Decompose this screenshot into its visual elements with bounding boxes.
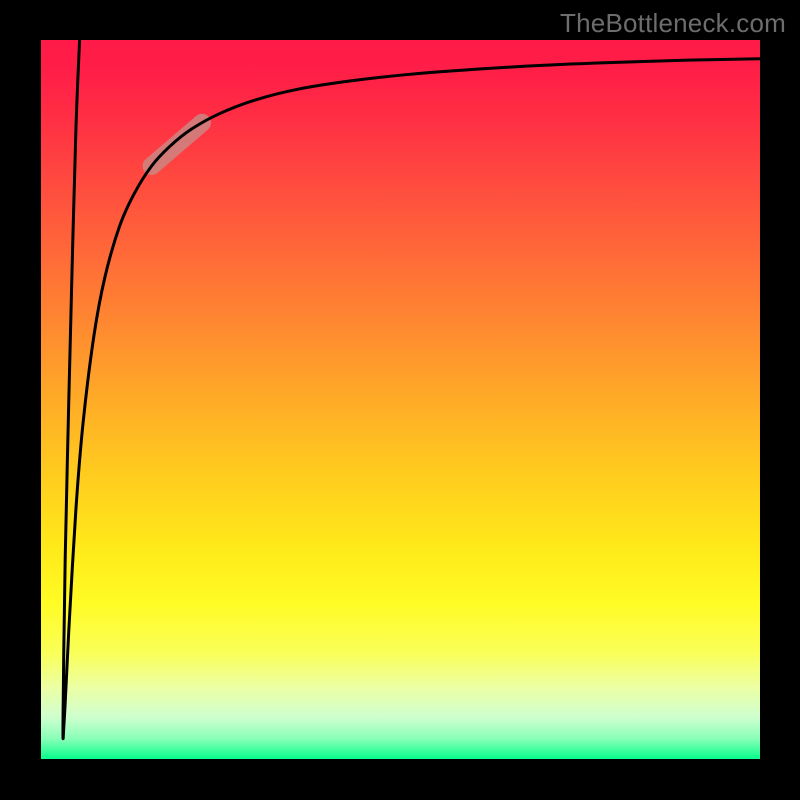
gradient-plot-background [40,40,760,760]
watermark-text: TheBottleneck.com [560,8,786,39]
bottleneck-chart: TheBottleneck.com [0,0,800,800]
chart-svg [0,0,800,800]
